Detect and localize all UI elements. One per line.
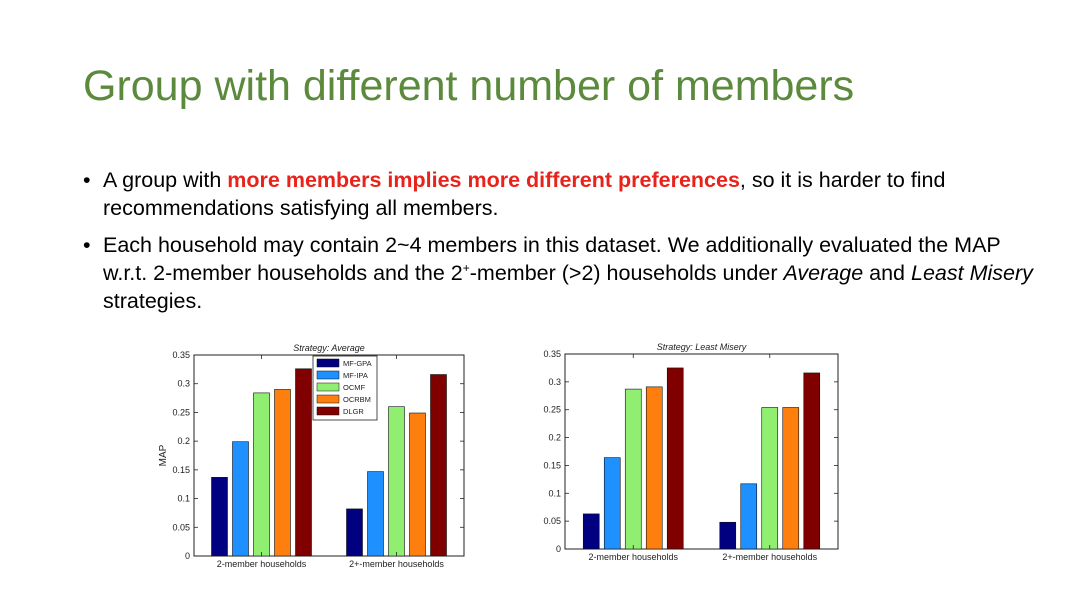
bullet-item: • A group with more members implies more… <box>83 166 1043 222</box>
y-tick-label: 0.05 <box>172 522 190 532</box>
x-tick-label: 2+-member households <box>349 559 444 569</box>
y-tick-label: 0 <box>185 551 190 561</box>
x-tick-label: 2+-member households <box>722 552 817 562</box>
legend-swatch <box>316 406 340 416</box>
bar <box>409 412 426 557</box>
bar <box>253 392 270 557</box>
bar <box>295 368 312 557</box>
legend-swatch <box>316 394 340 404</box>
bullet2-sup: + <box>462 260 470 275</box>
y-tick-label: 0.15 <box>172 465 190 475</box>
bar <box>803 372 821 550</box>
bullet-item: • Each household may contain 2~4 members… <box>83 231 1043 315</box>
chart-title: Strategy: Average <box>293 343 365 353</box>
bullet2-part2: -member (>2) households under <box>469 261 784 285</box>
chart-least-misery: 0 0.05 0.1 0.15 0.2 0.25 0.3 0.35 Strategy: Leas… <box>535 338 845 568</box>
bar <box>645 386 663 550</box>
bar <box>582 513 600 550</box>
x-tick-label: 2-member households <box>588 552 678 562</box>
bar <box>232 441 249 557</box>
bar <box>346 508 363 557</box>
bar <box>761 407 779 550</box>
legend-label: OCMF <box>343 383 365 392</box>
legend-label: OCRBM <box>343 395 371 404</box>
bullet2-least-misery: Least Misery <box>911 261 1033 285</box>
legend-label: DLGR <box>343 407 364 416</box>
y-tick-label: 0.15 <box>543 460 561 470</box>
legend-swatch <box>316 358 340 368</box>
y-tick-label: 0.25 <box>543 405 561 415</box>
bar <box>603 457 621 550</box>
bullet-glyph: • <box>83 168 91 192</box>
bullet2-part1: Each household may contain 2~4 members i… <box>103 233 1001 285</box>
bar <box>367 471 384 557</box>
bar <box>782 407 800 550</box>
bullet1-highlight: more members implies more different pref… <box>227 168 740 192</box>
bullet1-prefix: A group with <box>103 168 228 192</box>
bar <box>274 389 291 557</box>
bar <box>624 388 642 550</box>
bullet2-average: Average <box>783 261 864 285</box>
bullet-glyph: • <box>83 233 91 257</box>
bullet1-suffix: , so it is harder to find recommendation… <box>103 168 946 220</box>
legend-swatch <box>316 370 340 380</box>
legend-swatch <box>316 382 340 392</box>
y-tick-label: 0.3 <box>548 377 561 387</box>
chart-svg: 0 0.05 0.1 0.15 0.2 0.25 0.3 0.35 Strategy: Leas… <box>543 342 839 562</box>
y-tick-label: 0.1 <box>177 494 190 504</box>
bar <box>666 367 684 550</box>
chart-title: Strategy: Least Misery <box>657 342 747 352</box>
bar <box>740 483 758 550</box>
y-tick-label: 0 <box>556 544 561 554</box>
y-tick-label: 0.1 <box>548 488 561 498</box>
y-tick-label: 0.35 <box>543 349 561 359</box>
chart-svg: 0 0.05 0.1 0.15 0.2 0.25 0.3 0.35 Strategy: Aver… <box>158 343 465 569</box>
bullet-list: • A group with more members implies more… <box>83 166 1043 324</box>
bar <box>719 521 737 550</box>
bar <box>388 406 405 557</box>
y-tick-label: 0.2 <box>548 433 561 443</box>
y-tick-label: 0.35 <box>172 350 190 360</box>
bar <box>430 374 447 557</box>
bar <box>211 477 228 557</box>
y-axis-label: MAP <box>158 444 169 466</box>
y-tick-label: 0.2 <box>177 436 190 446</box>
chart-average: 0 0.05 0.1 0.15 0.2 0.25 0.3 0.35 Strategy: Aver… <box>150 338 470 578</box>
bullet2-end: strategies. <box>103 289 203 313</box>
legend-label: MF-GPA <box>343 359 372 368</box>
y-tick-label: 0.25 <box>172 407 190 417</box>
x-tick-label: 2-member households <box>217 559 307 569</box>
legend-label: MF-IPA <box>343 371 368 380</box>
slide-title: Group with different number of members <box>83 62 855 110</box>
y-tick-label: 0.05 <box>543 516 561 526</box>
y-tick-label: 0.3 <box>177 379 190 389</box>
bullet2-and: and <box>863 261 911 285</box>
